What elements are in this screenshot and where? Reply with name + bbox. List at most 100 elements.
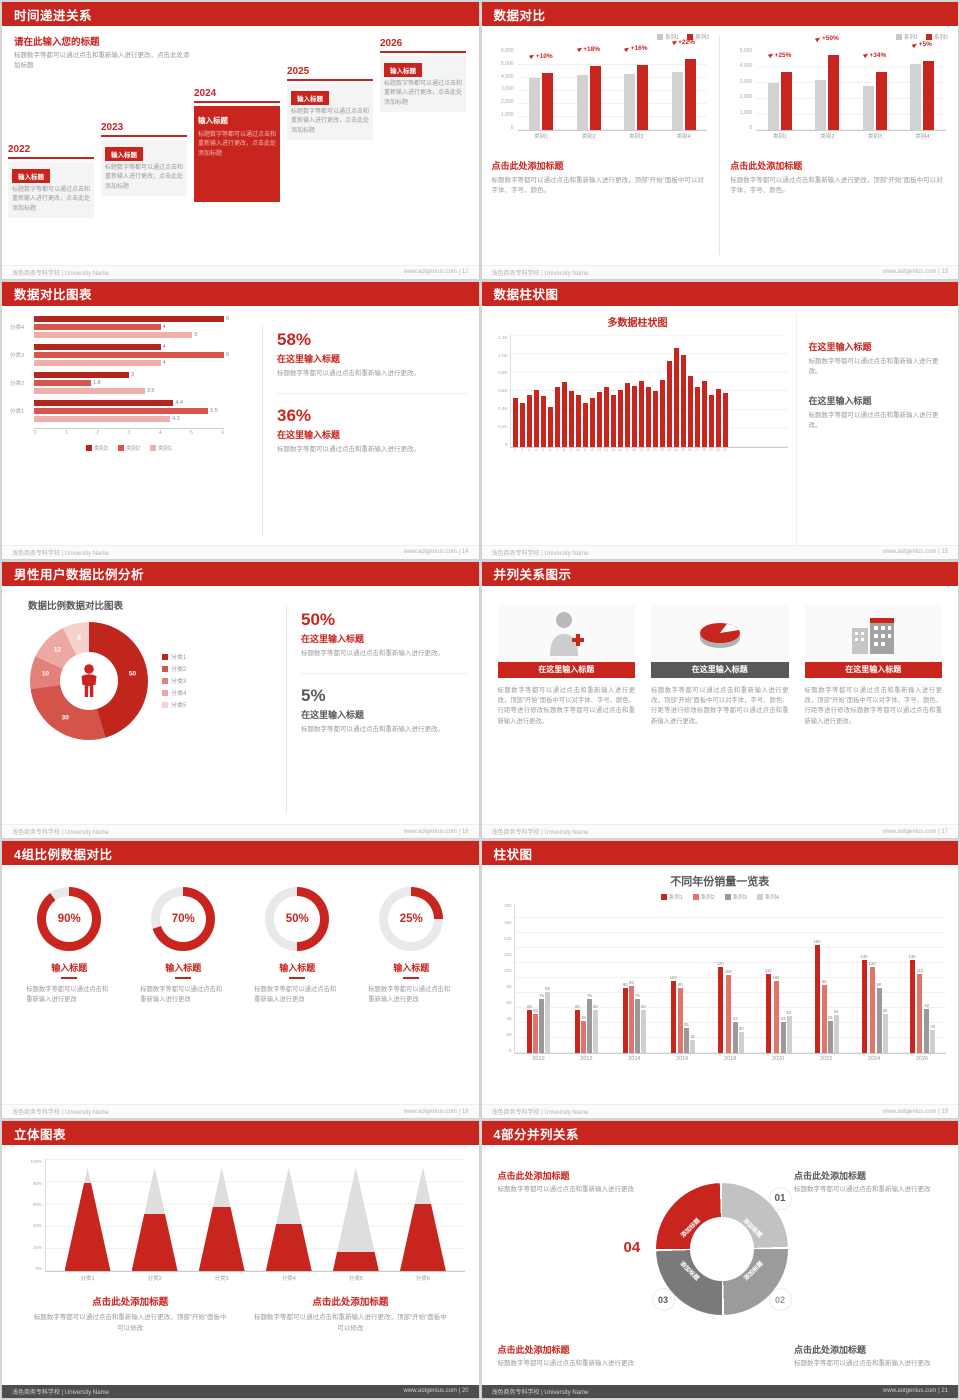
bar-value: 5 <box>194 331 198 338</box>
slide-footer: 浅色商务专科学校 | University Name www.aotgenius.… <box>481 1384 958 1398</box>
stat-block: 50% 在这里输入标题 标题数字等都可以通过点击和重新输入进行更改。 <box>301 610 467 659</box>
x-tick-label: 16 <box>618 447 622 452</box>
timeline-card-text: 标题数字等都可以通过点击和重新输入进行更改，点击此处添加标题 <box>105 165 184 190</box>
block-title: 点击此处添加标题 <box>794 1171 867 1182</box>
bar <box>680 355 686 447</box>
bar-series1 <box>862 86 874 130</box>
item-text: 标题数字等都可以通过点击和重新输入进行更改，顶部“开始”面板中可以对字体、字号、… <box>651 686 789 725</box>
bar-value: 55 <box>533 1007 538 1013</box>
bar <box>673 347 679 447</box>
slide-title-bar: 数据对比 <box>481 2 958 26</box>
legend-item: 系列1 <box>660 893 683 901</box>
slide-title: 数据对比 <box>493 8 546 23</box>
x-tick-label: 20 <box>646 447 650 452</box>
footer-separator: | <box>456 828 462 835</box>
bar-line: 5.5 <box>34 407 262 414</box>
y-tick-label: 1,000 <box>739 109 753 116</box>
bar-wrap: 62 <box>924 1002 930 1054</box>
footer-page-info: www.aotgenius.com | 19 <box>883 1109 948 1115</box>
bar-series2 <box>875 71 887 130</box>
bar-value: 30 <box>738 1025 744 1031</box>
y-tick-label: 3,000 <box>739 78 753 85</box>
x-tick-label: 14 <box>604 447 608 452</box>
y-tick-label: 5,000 <box>739 48 753 54</box>
bar-line: 6 <box>34 315 262 322</box>
cone: 分类6 <box>399 1167 447 1282</box>
x-category-label: 分类5 <box>348 1276 363 1283</box>
legend-label: 分类5 <box>171 703 187 710</box>
bar-value: 150 <box>813 939 821 945</box>
bar-chart: 6,000 5,000 4,000 3,000 2,000 1,000 0 +10% 类别1 +1… <box>492 39 710 143</box>
bar <box>34 387 145 394</box>
chart-legend: 分类1 分类2 分类3 分类4 分类5 <box>162 649 186 712</box>
bar-value: 6 <box>226 315 230 322</box>
bar <box>683 1028 689 1054</box>
bar-value: 130 <box>860 953 868 959</box>
stat-block: 36% 在这里输入标题 标题数字等都可以通过点击和重新输入进行更改。 <box>277 393 467 455</box>
text-block: 点击此处添加标题 标题数字等都可以通过点击和重新输入进行更改，顶部“开始”面板中… <box>32 1294 228 1334</box>
timeline-card: 输入标题 标题数字等都可以通过点击和重新输入进行更改，点击此处添加标题 <box>101 140 187 196</box>
bar-group: +16% 类别3 <box>612 45 659 140</box>
bar <box>786 1015 792 1054</box>
gauge-percentage: 50% <box>285 913 309 926</box>
bar <box>814 945 820 1054</box>
bar-chart: 5,000 4,000 3,000 2,000 1,000 0 +25% 类别1 +50% 类别2… <box>730 35 948 143</box>
legend-item: 类别3 <box>85 444 108 452</box>
footer-separator: | <box>936 828 942 835</box>
slide-19-grouped-columns: 柱状图 不同年份销量一览表 系列1 系列2 系列3 系列4 180 160 140 120 1… <box>481 841 958 1119</box>
category-label: 分类1 <box>10 408 25 415</box>
plot-area: +25% 类别1 +50% 类别2 +34% 类别3 +5% 类别4 <box>756 35 946 140</box>
bar <box>780 1022 786 1054</box>
slice-value-label: 50 <box>128 670 137 678</box>
timeline-year: 2022 <box>8 144 31 155</box>
timeline-item-2024: 2024 输入标题 标题数字等都可以通过点击和重新输入进行更改，点击此处添加标题 <box>194 88 280 202</box>
timeline-card-title: 输入标题 <box>384 63 422 77</box>
y-axis: 6,000 5,000 4,000 3,000 2,000 1,000 0 <box>492 49 514 131</box>
timeline-item-2022: 2022 输入标题 标题数字等都可以通过点击和重新输入进行更改，点击此处添加标题 <box>8 144 94 218</box>
legend-swatch <box>162 653 168 660</box>
text-block: 点击此处添加标题 标题数字等都可以通过点击和重新输入进行更改 <box>794 1343 942 1369</box>
y-axis: 100% 80% 60% 40% 20% 0% <box>16 1159 45 1271</box>
bar <box>34 415 171 422</box>
footer-page-info: www.aotgenius.com | 18 <box>404 1109 469 1115</box>
footer-school-name: 浅色商务专科学校 | University Name <box>12 830 109 837</box>
bar-wrap: 108 <box>725 969 732 1054</box>
gauge-text: 标题数字等都可以通过点击和重新输入进行更改 <box>140 986 223 1004</box>
text-blocks: 点击此处添加标题 标题数字等都可以通过点击和重新输入进行更改，顶部“开始”面板中… <box>16 1272 465 1334</box>
bar-line: 6 <box>34 351 262 358</box>
cone-fill <box>64 1182 111 1272</box>
legend-label: 分类3 <box>171 679 187 686</box>
x-tick-label: 19 <box>639 447 643 452</box>
block-text: 标题数字等都可以通过点击和重新输入进行更改。 <box>808 411 939 429</box>
legend-swatch <box>756 894 763 901</box>
bar-group: 分类4 6 4 5 <box>10 315 262 338</box>
delta-label: +34% <box>862 52 886 59</box>
y-tick-label: 5,000 <box>500 60 514 67</box>
bar-value: 3 <box>131 371 135 378</box>
parallel-item: 在这里输入标题 标题数字等都可以通过点击和重新输入进行更改，顶部“开始”面板中可… <box>804 603 942 825</box>
bar-wrap: 30 <box>738 1025 744 1054</box>
bar-value: 120 <box>868 960 876 966</box>
donut-hole <box>60 651 118 710</box>
x-tick-label: 22 <box>660 447 664 452</box>
x-tick-label: 29 <box>709 447 713 452</box>
text-block: 点击此处添加标题 标题数字等都可以通过点击和重新输入进行更改 <box>498 1343 646 1369</box>
timeline-underline <box>194 101 280 103</box>
plot-area: 1 2 3 4 5 6 7 8 9 10 11 12 13 14 15 16 17 18 19 20 21 22 23 24 2… <box>509 334 788 452</box>
timeline-item-2023: 2023 输入标题 标题数字等都可以通过点击和重新输入进行更改，点击此处添加标题 <box>101 122 187 196</box>
item-title-bar: 在这里输入标题 <box>497 661 635 678</box>
bar <box>631 386 637 447</box>
x-tick-label: 13 <box>597 447 601 452</box>
bar <box>538 999 544 1054</box>
legend-label: 系列4 <box>764 895 779 902</box>
legend-item: 分类1 <box>162 652 186 661</box>
x-tick-label: 24 <box>674 447 678 452</box>
bar-chart: 1.2K 1.0K 0.8K 0.6K 0.4K 0.2K 0 1 2 3 4 5 6 7 8 9 10 11 12… <box>488 334 788 452</box>
legend-item: 系列2 <box>692 893 715 901</box>
legend-item: 系列4 <box>756 893 779 902</box>
bar-value: 62 <box>924 1002 930 1008</box>
bar-value: 55 <box>882 1007 888 1013</box>
timeline-card: 输入标题 标题数字等都可以通过点击和重新输入进行更改，点击此处添加标题 <box>380 56 466 112</box>
bar-value: 130 <box>908 953 916 959</box>
